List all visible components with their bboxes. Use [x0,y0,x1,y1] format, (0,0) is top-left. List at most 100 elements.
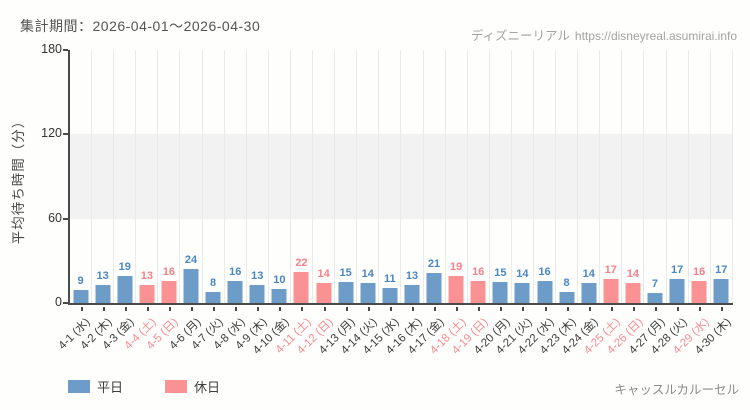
x-axis-tick-mark [191,307,194,311]
chart-bar-4-18[interactable] [448,276,464,303]
bar-slot: 14 [621,50,643,311]
chart-bar-4-29[interactable] [691,280,707,303]
chart-bar-4-11[interactable] [293,272,309,303]
legend-label: 平日 [97,380,124,395]
bar-slot: 19 [113,50,135,311]
chart-bar-4-12[interactable] [316,283,332,303]
bar-value-label: 16 [472,265,485,278]
chart-bar-4-30[interactable] [713,279,729,303]
chart-bar-4-10[interactable] [271,288,287,303]
chart-bar-4-22[interactable] [537,280,553,303]
chart-bar-4-5[interactable] [161,280,177,303]
bar-slot: 14 [577,50,599,311]
bar-value-label: 11 [384,272,396,285]
x-axis-tick-mark [80,307,83,311]
chart-bar-4-14[interactable] [360,283,376,303]
y-axis-tick-label: 60 [48,210,62,225]
legend: 平日 休日 [68,377,220,396]
bar-value-label: 16 [693,265,706,278]
x-axis-label: 4-8 (水) [211,316,248,353]
chart-bar-4-1[interactable] [73,290,89,303]
x-axis-label: 4-20 (月) [471,316,513,357]
x-axis-label: 4-13 (月) [317,316,358,357]
chart-bar-4-27[interactable] [647,293,663,303]
bar-slot: 22 [289,50,312,311]
chart-bar-4-3[interactable] [117,276,133,303]
bar-slot: 16 [223,50,246,311]
x-axis-label: 4-4 (土) [122,316,159,353]
x-axis-tick-mark [522,307,525,311]
chart-bar-4-20[interactable] [492,281,508,303]
x-axis-label: 4-14 (火) [339,316,380,357]
chart-bar-4-2[interactable] [95,284,111,303]
bar-slot: 17 [599,50,621,311]
x-axis-tick-mark [146,307,149,311]
chart-bar-4-26[interactable] [625,283,641,303]
bar-value-label: 13 [405,269,419,282]
watermark-url: https://disneyreal.asumirai.info [574,29,737,43]
x-axis-tick-mark [500,307,503,311]
chart-bar-4-16[interactable] [404,284,420,303]
x-axis-label: 4-11 (土) [273,316,314,357]
x-axis-tick-mark [345,307,348,311]
bar-slot: 16 [687,50,710,311]
bar-value-label: 15 [339,266,352,279]
x-axis-tick-mark [677,307,680,311]
watermark-site-name: ディズニーリアル [470,29,570,43]
y-axis-tick-mark [63,49,68,51]
chart-bar-4-28[interactable] [669,279,685,303]
x-axis-label: 4-25 (土) [582,316,624,357]
chart-bar-4-24[interactable] [581,283,597,303]
bar-value-label: 8 [210,276,217,289]
x-axis-tick-mark [102,307,105,311]
y-band-60-120 [70,134,733,219]
legend-swatch-weekday [68,380,90,393]
chart-bar-4-21[interactable] [514,283,530,303]
bar-slot: 21 [422,50,445,311]
x-axis-label: 4-29 (水) [670,316,712,357]
x-axis-label: 4-2 (木) [78,316,115,353]
y-axis-tick-mark [63,133,68,136]
bar-slot: 11 [378,50,400,311]
x-axis-label: 4-10 (金) [250,316,292,357]
chart-bar-4-4[interactable] [139,284,155,303]
y-axis-tick-labels: 0 60 120 180 [0,42,62,309]
chart-bar-4-7[interactable] [205,291,221,303]
legend-item-holiday[interactable]: 休日 [165,377,220,396]
x-axis-tick-mark [257,307,260,311]
chart-bar-4-8[interactable] [227,280,243,303]
chart-bar-4-15[interactable] [382,287,398,303]
plot-area: 9 13 19 13 16 24 8 16 13 10 22 14 15 14 11 13 21 19 16 15 14… [63,49,733,311]
chart-bar-4-13[interactable] [338,281,354,303]
chart-bar-4-6[interactable] [183,269,199,303]
bar-slot: 16 [532,50,555,311]
bar-value-label: 17 [604,264,617,277]
x-axis-label: 4-1 (水) [56,316,93,353]
x-axis-label: 4-5 (日) [144,316,182,353]
bar-value-label: 16 [538,265,551,278]
chart-bar-4-23[interactable] [559,291,575,303]
x-axis-tick-mark [721,307,724,311]
x-axis-label: 4-30 (木) [692,316,734,357]
bar-slot: 16 [466,50,489,311]
bar-value-label: 13 [96,269,109,282]
bar-value-label: 16 [162,265,176,278]
bar-value-label: 15 [494,266,507,279]
chart-bar-4-17[interactable] [426,273,442,303]
y-axis-tick-label: 120 [41,126,62,141]
x-axis-tick-mark [367,307,370,311]
chart-bar-4-9[interactable] [249,284,265,303]
period-label: 集計期間：2026-04-01～2026-04-30 [20,18,261,34]
y-axis-tick-mark [63,217,68,220]
bar-slot: 8 [201,50,224,311]
bar-value-label: 16 [229,265,242,278]
chart-bar-4-25[interactable] [603,279,619,303]
x-axis-label: 4-7 (火) [189,316,226,353]
legend-item-weekday[interactable]: 平日 [68,377,123,396]
bar-value-label: 9 [77,275,84,288]
x-axis-label: 4-27 (月) [626,316,668,357]
chart-bar-4-19[interactable] [470,280,486,303]
bar-slot: 14 [312,50,334,311]
bar-slot: 24 [179,50,201,311]
